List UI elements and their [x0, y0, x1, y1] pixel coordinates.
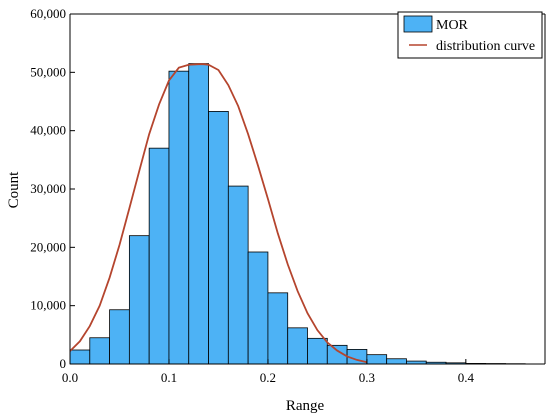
- bar-4: [148, 147, 170, 365]
- bar-1: [89, 337, 110, 365]
- bar-2: [109, 309, 130, 365]
- bar-6: [188, 63, 209, 365]
- ticks-layer: 0 10,000 20,000 30,000 40,000 50,000 60,000 0.0…: [30, 6, 474, 385]
- legend-label-curve: distribution curve: [436, 39, 535, 54]
- bar-11: [287, 327, 308, 365]
- x-tick-label-4: 0.4: [458, 370, 475, 385]
- y-tick-label-1: 10,000: [30, 298, 66, 313]
- y-tick-label-2: 20,000: [30, 239, 66, 254]
- x-tick-label-3: 0.3: [359, 370, 375, 385]
- x-axis-title: Range: [286, 398, 325, 414]
- bar-0: [69, 349, 91, 365]
- legend-label-mor: MOR: [436, 18, 469, 33]
- y-tick-label-5: 50,000: [30, 64, 66, 79]
- y-tick-label-0: 0: [60, 356, 67, 371]
- bars-layer: [69, 63, 526, 365]
- y-tick-label-3: 30,000: [30, 181, 66, 196]
- legend-swatch-mor: [403, 15, 433, 33]
- bar-7: [208, 111, 229, 365]
- curve-layer: [69, 63, 368, 364]
- legend: MOR distribution curve: [397, 11, 543, 59]
- y-tick-label-6: 60,000: [30, 6, 66, 21]
- bar-3: [128, 235, 150, 365]
- bar-16: [386, 358, 407, 365]
- bar-15: [366, 354, 388, 365]
- x-tick-label-1: 0.1: [161, 370, 177, 385]
- y-axis-title: Count: [6, 171, 22, 209]
- bar-12: [307, 337, 328, 365]
- x-tick-label-2: 0.2: [260, 370, 276, 385]
- x-tick-label-0: 0.0: [62, 370, 78, 385]
- y-tick-label-4: 40,000: [30, 123, 66, 138]
- bar-5: [168, 70, 190, 365]
- bar-10: [267, 292, 289, 365]
- bar-9: [247, 251, 269, 365]
- bar-8: [227, 185, 249, 365]
- distribution-curve-line: [69, 63, 368, 364]
